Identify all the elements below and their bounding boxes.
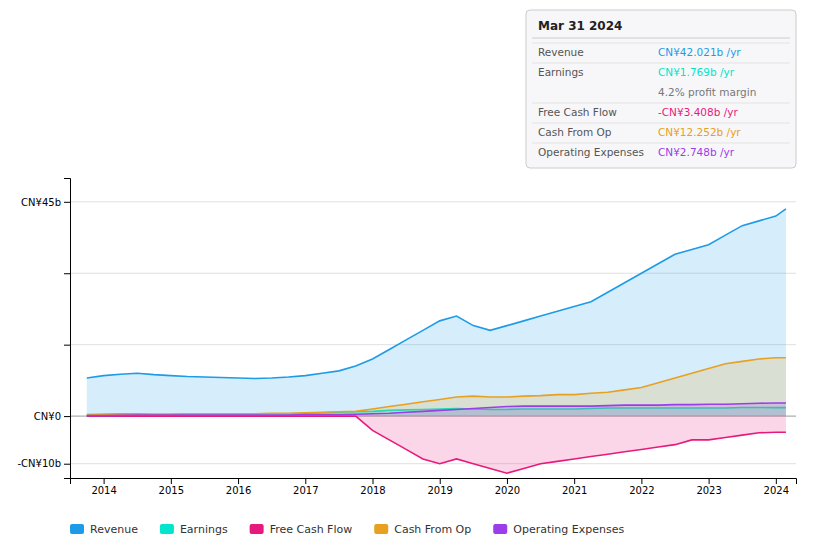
tick-mark	[641, 478, 642, 484]
x-tick: 2019	[427, 478, 452, 496]
tick-label: 2016	[226, 485, 251, 496]
x-tick: 2022	[629, 478, 654, 496]
x-tick: 2018	[360, 478, 385, 496]
chart-svg: 2014 2015 2016 2017 2018 2019 2020 2021 2022 2023…	[0, 0, 821, 560]
series-line	[87, 403, 786, 416]
x-tick: 2020	[495, 478, 520, 496]
tick-label: 2023	[696, 485, 721, 496]
info-row-separator	[532, 103, 790, 104]
tick-mark	[440, 478, 441, 484]
y-tick: CN¥0	[34, 411, 70, 422]
legend-label: Revenue	[90, 523, 138, 536]
legend: Revenue Earnings Free Cash Flow Cash From O…	[70, 523, 624, 536]
x-tick: 2015	[159, 478, 184, 496]
tick-label: -CN¥10b	[17, 458, 61, 469]
info-row-separator	[532, 123, 790, 124]
x-tick: 2016	[226, 478, 251, 496]
info-box-bg	[526, 10, 796, 168]
series-line	[87, 416, 786, 473]
info-row-value: CN¥1.769b /yr	[658, 66, 735, 78]
series-line	[87, 358, 786, 415]
x-tick: 2017	[293, 478, 318, 496]
tick-mark	[305, 478, 306, 484]
y-tick: CN¥45b	[21, 197, 70, 208]
tick-label: 2015	[159, 485, 184, 496]
tick-mark	[507, 478, 508, 484]
axis-domain	[64, 179, 71, 479]
tick-label: 2020	[495, 485, 520, 496]
legend-swatch	[250, 524, 264, 534]
info-row-separator	[532, 63, 790, 64]
legend-item: Earnings	[160, 523, 228, 536]
grid-line	[70, 463, 796, 464]
legend-label: Operating Expenses	[513, 523, 624, 536]
legend-label: Earnings	[180, 523, 228, 536]
info-row-label: Free Cash Flow	[538, 106, 617, 118]
info-row-separator	[532, 143, 790, 144]
tick-label: CN¥45b	[21, 197, 61, 208]
y-tick	[64, 273, 70, 274]
tick-label: 2014	[91, 485, 116, 496]
tick-mark	[171, 478, 172, 484]
info-row-label: Operating Expenses	[538, 146, 644, 158]
series-area	[87, 209, 786, 416]
legend-item: Revenue	[70, 523, 138, 536]
legend-swatch	[70, 524, 84, 534]
x-tick: 2014	[91, 478, 116, 496]
series-area	[87, 416, 786, 473]
x-tick: 2021	[562, 478, 587, 496]
tick-mark	[64, 416, 70, 417]
tick-label: 2021	[562, 485, 587, 496]
info-row-value: CN¥12.252b /yr	[658, 126, 741, 138]
legend-swatch	[160, 524, 174, 534]
legend-label: Free Cash Flow	[270, 523, 353, 536]
plot-marks	[87, 209, 786, 473]
series-area	[87, 403, 786, 416]
legend-item: Operating Expenses	[493, 523, 624, 536]
series-area	[87, 358, 786, 416]
info-title: Mar 31 2024	[538, 19, 622, 33]
tick-mark	[574, 478, 575, 484]
tick-mark	[709, 478, 710, 484]
tick-mark	[64, 345, 70, 346]
axis-domain	[71, 479, 797, 485]
info-separator	[532, 38, 790, 39]
tick-mark	[776, 478, 777, 484]
legend-item: Free Cash Flow	[250, 523, 353, 536]
y-tick: -CN¥10b	[17, 458, 70, 469]
legend-swatch	[374, 524, 388, 534]
series-line	[87, 209, 786, 379]
info-box: Mar 31 2024 Revenue CN¥42.021b /yr Earnings…	[526, 10, 796, 168]
tick-mark	[104, 478, 105, 484]
info-row-label: Revenue	[538, 46, 584, 58]
x-tick: 2024	[764, 478, 789, 496]
tick-label: 2019	[427, 485, 452, 496]
info-row-label: Earnings	[538, 66, 584, 78]
legend-label: Cash From Op	[394, 523, 471, 536]
grid-line	[70, 201, 796, 202]
tick-mark	[238, 478, 239, 484]
tick-label: 2017	[293, 485, 318, 496]
tick-label: 2022	[629, 485, 654, 496]
tick-label: 2018	[360, 485, 385, 496]
tick-mark	[64, 273, 70, 274]
legend-item: Cash From Op	[374, 523, 471, 536]
info-row-label: Cash From Op	[538, 126, 612, 138]
tick-label: CN¥0	[34, 411, 61, 422]
tick-mark	[373, 478, 374, 484]
info-row-value: CN¥2.748b /yr	[658, 146, 735, 158]
x-tick: 2023	[696, 478, 721, 496]
y-axis: -CN¥10b CN¥0 CN¥45b	[17, 179, 70, 479]
legend-swatch	[493, 524, 507, 534]
info-row-separator	[532, 43, 790, 44]
tick-mark	[64, 202, 70, 203]
info-row-value: 4.2% profit margin	[658, 86, 756, 98]
info-row-value: CN¥42.021b /yr	[658, 46, 741, 58]
y-tick	[64, 345, 70, 346]
info-row-value: -CN¥3.408b /yr	[658, 106, 738, 118]
tick-label: 2024	[764, 485, 789, 496]
x-axis: 2014 2015 2016 2017 2018 2019 2020 2021 2022 2023…	[71, 478, 797, 496]
tick-mark	[64, 464, 70, 465]
